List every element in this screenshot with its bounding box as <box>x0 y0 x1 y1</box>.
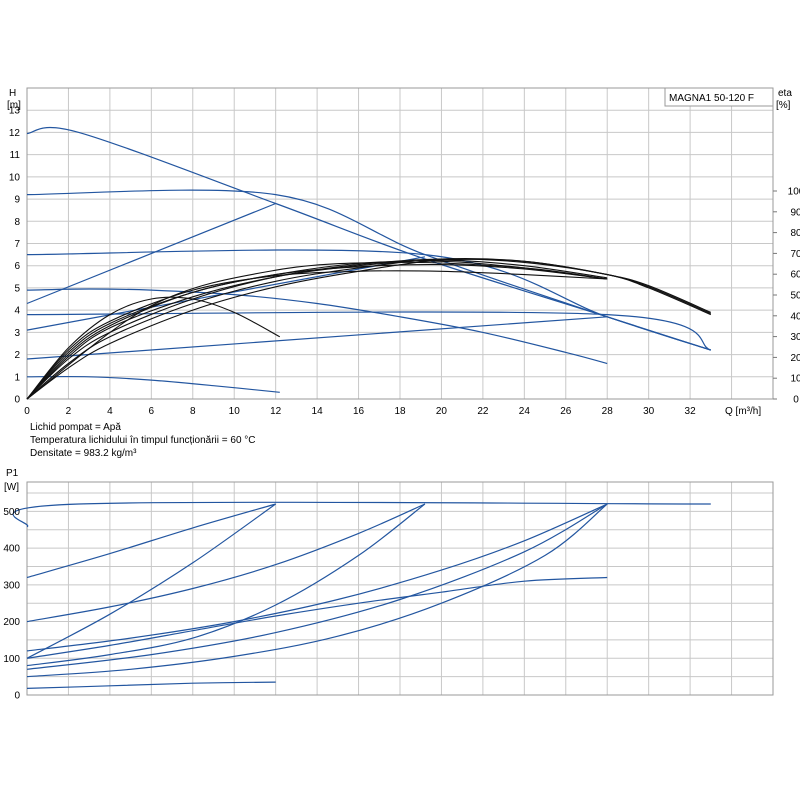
head-y-tick-label: 0 <box>14 395 20 406</box>
power-series-line-3 <box>26 503 426 623</box>
flow-x-tick-label: 24 <box>519 406 531 417</box>
efficiency-y-tick-label: 90 <box>790 207 800 218</box>
head-y-tick-label: 5 <box>14 283 20 294</box>
pumped-liquid-text: Lichid pompat = Apă <box>30 422 121 433</box>
flow-x-tick-label: 12 <box>270 406 282 417</box>
efficiency-y-tick-label: 50 <box>790 291 800 302</box>
flow-x-tick-label: 6 <box>149 406 155 417</box>
power-y-tick-label: 400 <box>3 544 20 555</box>
power-axis-label-p1: P1 <box>6 468 19 479</box>
head-y-tick-label: 2 <box>14 350 20 361</box>
efficiency-y-tick-label: 10 <box>790 374 800 385</box>
power-series-line-2 <box>26 503 276 579</box>
flow-x-tick-label: 30 <box>643 406 655 417</box>
flow-x-tick-label: 8 <box>190 406 196 417</box>
head-y-tick-label: 11 <box>10 150 21 161</box>
model-label-box <box>664 87 774 107</box>
head-axis-label-unit: [m] <box>7 100 21 111</box>
head-series-line-6 <box>26 375 280 393</box>
head-axis-label-h: H <box>9 88 16 99</box>
efficiency-y-tick-label: 0 <box>793 395 799 406</box>
power-series-line-5 <box>26 576 608 659</box>
power-series-line-6 <box>26 503 608 678</box>
head-series-line-5 <box>26 288 608 365</box>
head-chart-frame <box>26 87 774 400</box>
power-series-line-1 <box>12 501 711 528</box>
head-y-tick-label: 3 <box>14 328 20 339</box>
head-y-tick-label: 7 <box>14 239 20 250</box>
density-text: Densitate = 983.2 kg/m³ <box>30 448 137 459</box>
efficiency-y-tick-label: 70 <box>790 249 800 260</box>
power-series-line-4 <box>26 503 608 652</box>
flow-x-tick-label: 22 <box>477 406 489 417</box>
head-y-tick-label: 9 <box>14 195 20 206</box>
flow-x-tick-label: 16 <box>353 406 365 417</box>
flow-x-tick-label: 10 <box>229 406 241 417</box>
flow-x-tick-label: 20 <box>436 406 448 417</box>
flow-x-tick-label: 2 <box>66 406 72 417</box>
power-y-tick-label: 0 <box>14 691 20 702</box>
power-y-tick-label: 300 <box>3 580 20 591</box>
power-series-line-9 <box>26 503 426 667</box>
flow-x-tick-label: 14 <box>312 406 324 417</box>
head-series-line-10 <box>26 296 281 400</box>
efficiency-y-tick-label: 100 <box>788 187 800 198</box>
power-y-tick-label: 200 <box>3 617 20 628</box>
power-axis-label-unit: [W] <box>4 482 19 493</box>
efficiency-y-tick-label: 30 <box>790 332 800 343</box>
efficiency-y-tick-label: 40 <box>790 311 800 322</box>
head-y-tick-label: 6 <box>14 261 20 272</box>
efficiency-y-tick-label: 60 <box>790 270 800 281</box>
power-chart-frame <box>26 481 774 696</box>
flow-x-tick-label: 4 <box>107 406 113 417</box>
flow-x-tick-label: 32 <box>685 406 697 417</box>
head-series-line-18 <box>26 261 608 400</box>
head-series-line-7 <box>26 202 276 305</box>
model-label: MAGNA1 50-120 F <box>669 93 754 104</box>
power-y-tick-label: 100 <box>3 654 20 665</box>
liquid-temperature-text: Temperatura lichidului în timpul funcțio… <box>30 435 256 446</box>
efficiency-axis-label-eta: eta <box>778 88 792 99</box>
head-series-line-16 <box>26 257 712 400</box>
head-series-line-15 <box>26 258 712 400</box>
head-y-tick-label: 12 <box>9 128 21 139</box>
head-y-tick-label: 13 <box>9 106 21 117</box>
head-series-line-13 <box>26 260 608 400</box>
head-y-tick-label: 10 <box>9 172 21 183</box>
flow-x-tick-label: 18 <box>394 406 406 417</box>
flow-x-tick-label: 28 <box>602 406 614 417</box>
power-y-tick-label: 500 <box>3 507 20 518</box>
power-series-line-10 <box>26 503 608 670</box>
efficiency-y-tick-label: 80 <box>790 228 800 239</box>
head-y-tick-label: 4 <box>14 306 20 317</box>
flow-axis-label: Q [m³/h] <box>725 406 761 417</box>
operating-conditions: Lichid pompat = Apă Temperatura lichidul… <box>30 421 256 460</box>
flow-x-tick-label: 26 <box>560 406 572 417</box>
efficiency-y-tick-label: 20 <box>790 353 800 364</box>
flow-x-tick-label: 0 <box>24 406 30 417</box>
efficiency-axis-label-unit: [%] <box>776 100 791 111</box>
head-series-line-17 <box>26 258 712 400</box>
power-series-line-7 <box>26 681 276 689</box>
power-chart: 0 100 200 300 400 500 P1 [W] <box>3 468 774 702</box>
head-series-line-11 <box>26 270 608 400</box>
head-y-tick-label: 8 <box>14 217 20 228</box>
head-series-line-9 <box>26 316 608 360</box>
power-series-line-8 <box>26 503 277 659</box>
head-y-tick-label: 1 <box>14 372 20 383</box>
